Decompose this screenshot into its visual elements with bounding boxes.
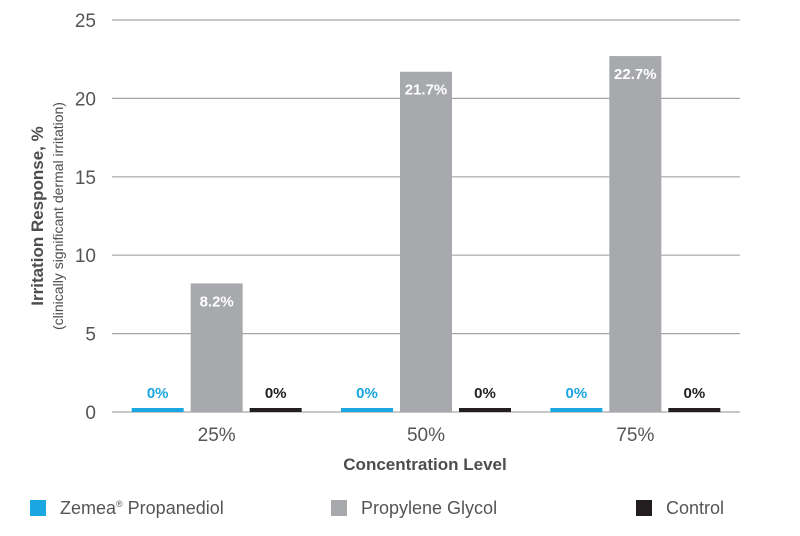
y-tick-labels: 0 5 10 15 20 25 bbox=[75, 11, 96, 424]
bars bbox=[131, 56, 721, 413]
x-tick-labels: 25% 50% 75% bbox=[198, 425, 655, 446]
y-tick-0: 0 bbox=[85, 403, 96, 424]
data-label-control-2: 0% bbox=[474, 385, 496, 402]
bar-propylene-glycol-1 bbox=[190, 283, 243, 412]
data-label-zemea-1: 0% bbox=[147, 385, 169, 402]
x-axis-title: Concentration Level bbox=[343, 455, 506, 474]
data-label-propylene-glycol-2: 21.7% bbox=[405, 82, 448, 99]
x-tick-2: 50% bbox=[407, 425, 445, 446]
x-tick-3: 75% bbox=[616, 425, 654, 446]
legend-swatch-zemea bbox=[30, 500, 46, 516]
legend-label-zemea: Zemea® Propanediol bbox=[60, 497, 224, 518]
legend-label-propylene-glycol: Propylene Glycol bbox=[361, 497, 498, 518]
y-tick-20: 20 bbox=[75, 89, 96, 110]
data-label-control-1: 0% bbox=[265, 385, 287, 402]
x-tick-1: 25% bbox=[198, 425, 236, 446]
y-tick-25: 25 bbox=[75, 11, 96, 32]
bar-propylene-glycol-3 bbox=[609, 56, 662, 413]
bar-propylene-glycol-2 bbox=[400, 71, 452, 412]
bar-zemea-3 bbox=[550, 408, 603, 412]
y-axis-subtitle: (clinically significant dermal irritatio… bbox=[50, 102, 66, 330]
bar-zemea-2 bbox=[341, 408, 393, 412]
data-label-propylene-glycol-3: 22.7% bbox=[614, 66, 657, 83]
data-labels: 0% 8.2% 0% 0% 21.7% 0% 0% 22.7% 0% bbox=[147, 66, 705, 402]
y-axis-title: Irritation Response, % bbox=[28, 126, 47, 305]
data-label-control-3: 0% bbox=[683, 385, 705, 402]
legend-swatch-control bbox=[636, 500, 652, 516]
bar-control-1 bbox=[249, 408, 302, 412]
legend-label-control: Control bbox=[666, 497, 725, 518]
bar-control-3 bbox=[668, 408, 721, 412]
legend-item-propylene-glycol: Propylene Glycol bbox=[331, 496, 497, 520]
data-label-propylene-glycol-1: 8.2% bbox=[200, 293, 234, 310]
legend-item-zemea-propanediol: Zemea® Propanediol bbox=[30, 496, 224, 520]
y-tick-15: 15 bbox=[75, 168, 96, 189]
legend-swatch-propylene-glycol bbox=[331, 500, 347, 516]
data-label-zemea-2: 0% bbox=[356, 385, 378, 402]
bar-zemea-1 bbox=[131, 408, 184, 412]
y-tick-5: 5 bbox=[85, 325, 96, 346]
bar-control-2 bbox=[459, 408, 511, 412]
y-tick-10: 10 bbox=[75, 246, 96, 267]
legend-item-control: Control bbox=[636, 496, 724, 520]
data-label-zemea-3: 0% bbox=[565, 385, 587, 402]
